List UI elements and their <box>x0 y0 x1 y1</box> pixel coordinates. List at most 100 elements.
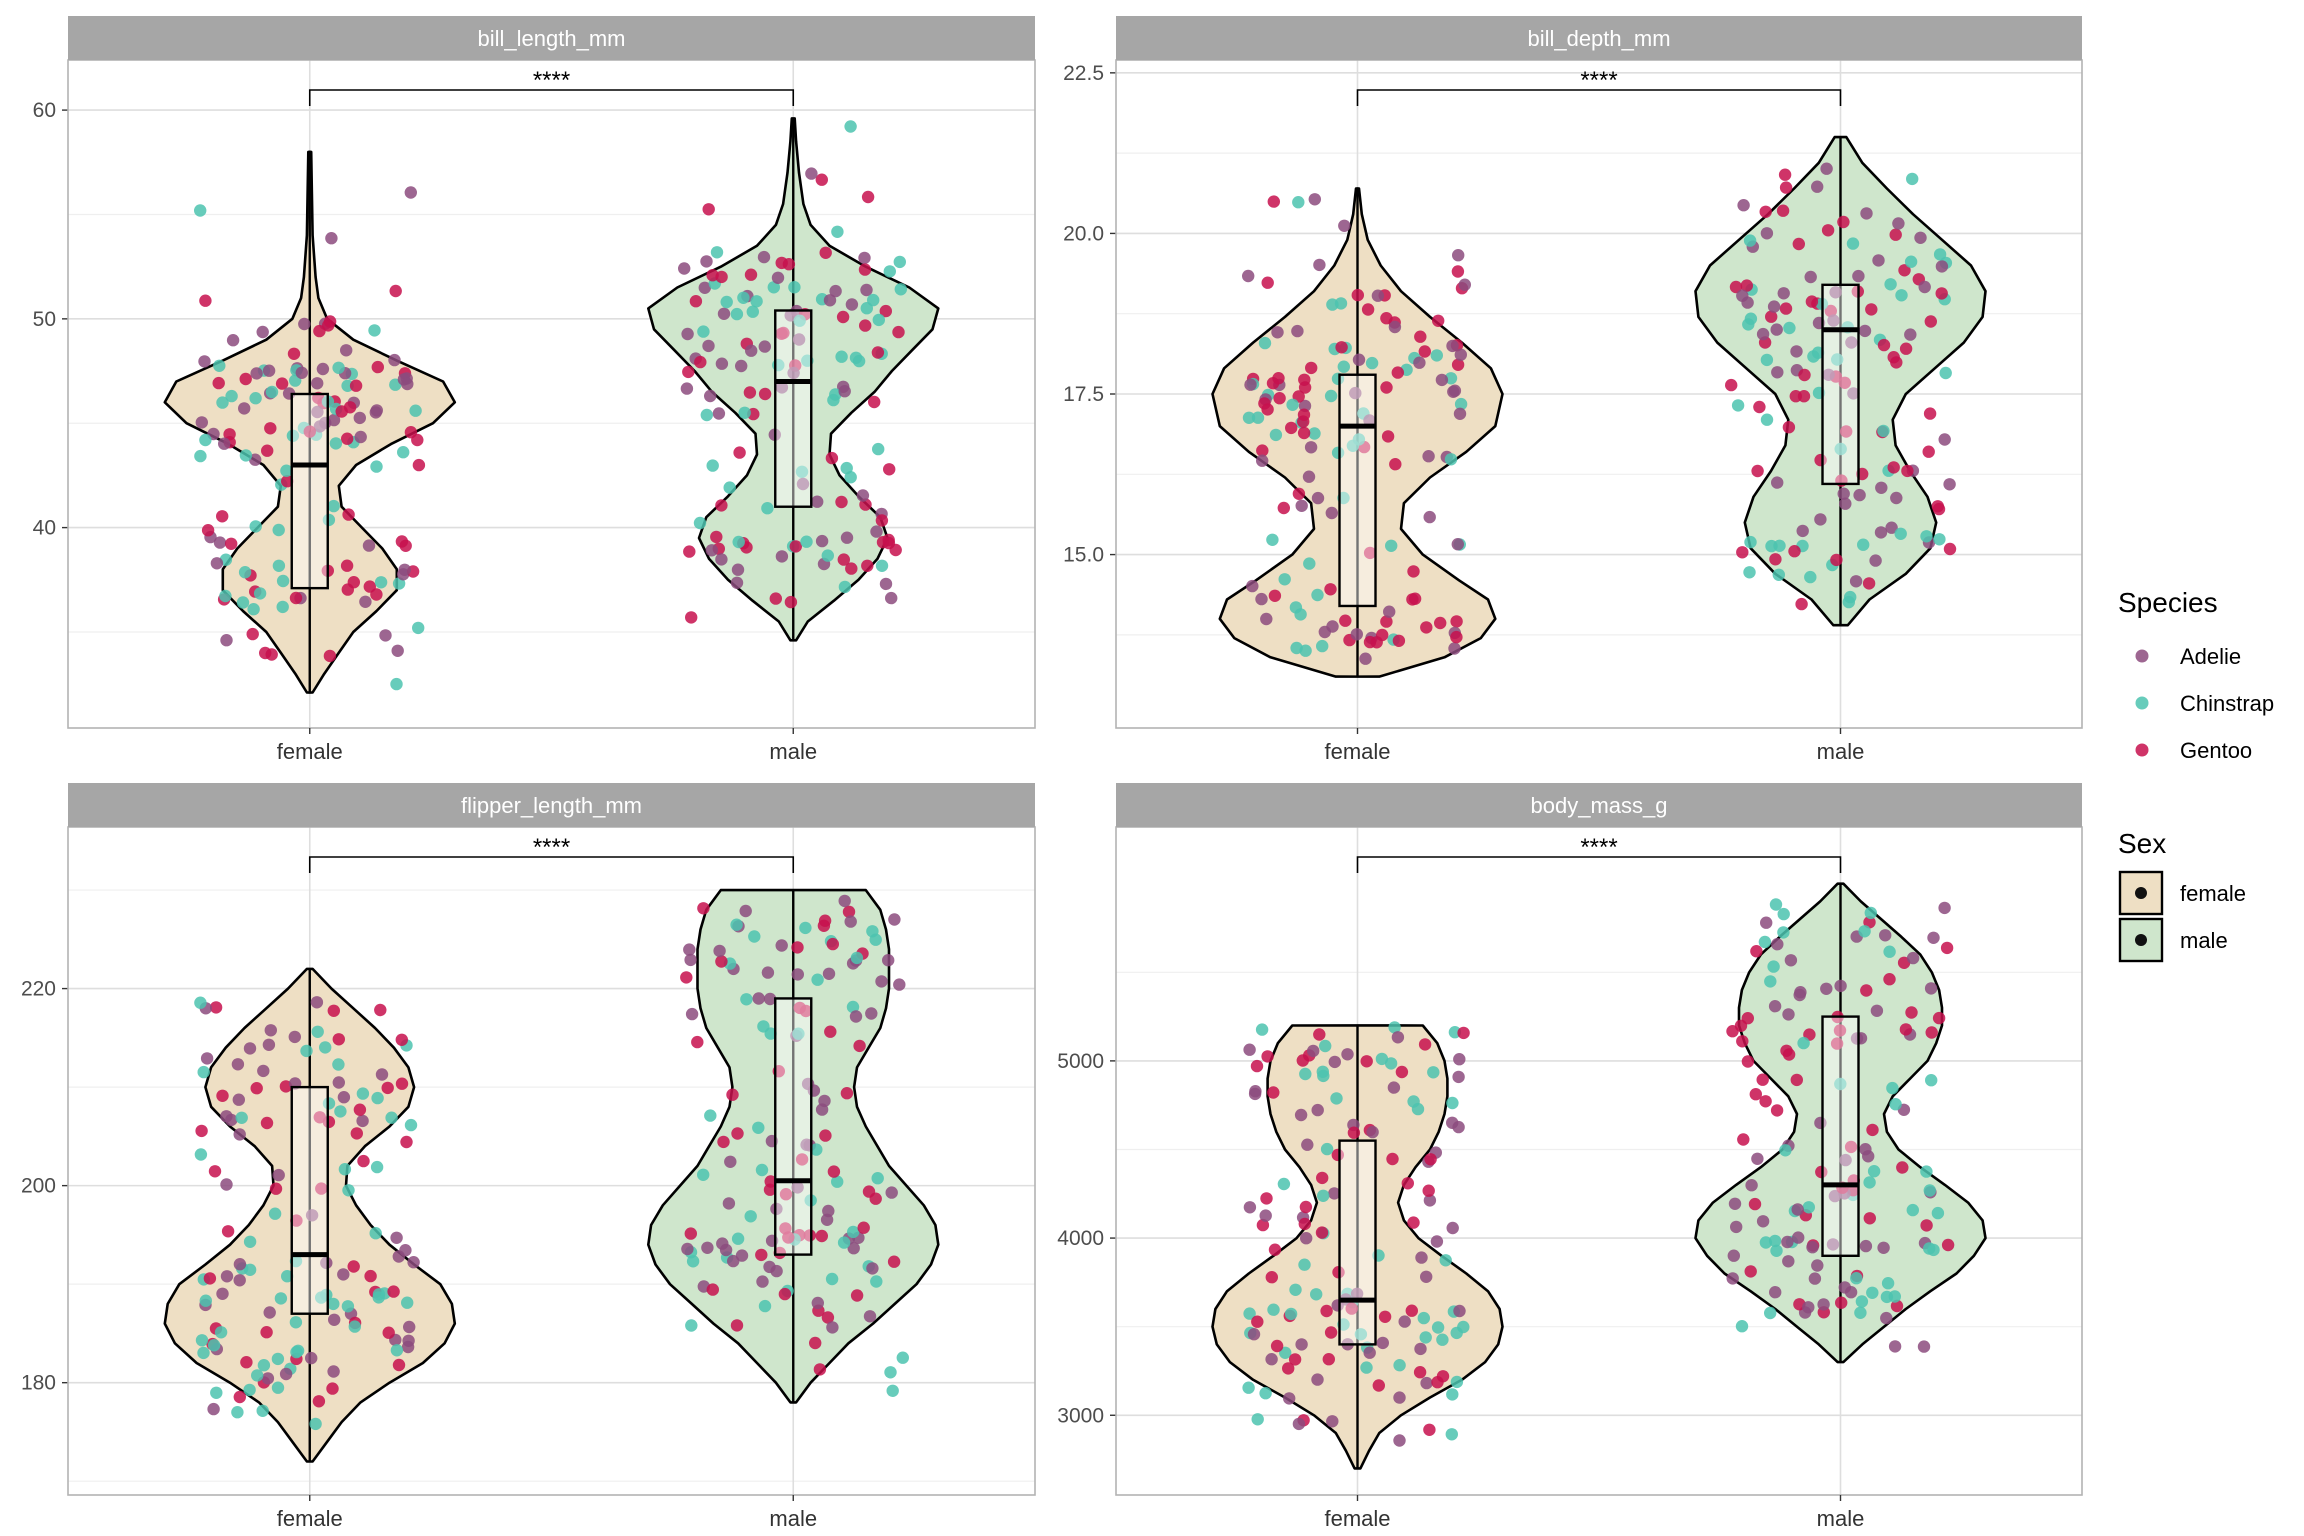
data-point <box>262 364 276 377</box>
facet-strip <box>68 16 1035 60</box>
data-point <box>1870 1004 1884 1017</box>
data-point <box>1769 553 1782 566</box>
data-point <box>404 186 417 199</box>
data-point <box>775 256 788 270</box>
data-point <box>1457 1026 1470 1040</box>
data-point <box>1434 616 1447 630</box>
data-point <box>1890 491 1903 505</box>
data-point <box>251 1369 264 1382</box>
data-point <box>1450 1375 1464 1389</box>
data-point <box>313 1111 326 1124</box>
data-point <box>831 1175 844 1188</box>
facet-strip <box>1116 783 2082 827</box>
data-point <box>213 359 226 372</box>
data-point <box>1247 1328 1261 1341</box>
data-point <box>744 268 758 281</box>
data-point <box>1277 1177 1291 1191</box>
data-point <box>758 340 771 353</box>
box-female <box>290 1085 329 1315</box>
data-point <box>815 534 829 548</box>
data-point <box>1918 280 1931 294</box>
data-point <box>1454 397 1468 411</box>
data-point <box>842 905 856 918</box>
data-point <box>1325 506 1339 520</box>
data-point <box>1446 1221 1459 1235</box>
data-point <box>233 1390 246 1404</box>
data-point <box>1769 1286 1782 1299</box>
data-point <box>1889 1098 1902 1111</box>
data-point <box>370 460 383 473</box>
data-point <box>698 281 711 294</box>
data-point <box>1797 1036 1810 1050</box>
data-point <box>401 377 414 391</box>
data-point <box>391 644 404 657</box>
data-point <box>1802 1201 1816 1214</box>
data-point <box>684 953 697 967</box>
data-point <box>1305 361 1318 375</box>
data-point <box>1923 1184 1937 1197</box>
data-point <box>1782 421 1796 434</box>
data-point <box>1866 1286 1879 1300</box>
data-point <box>1734 1019 1748 1032</box>
data-point <box>233 1258 247 1271</box>
data-point <box>1860 984 1873 997</box>
data-point <box>775 939 788 952</box>
data-point <box>409 404 422 417</box>
data-point <box>1758 935 1772 949</box>
data-point <box>1311 1373 1324 1386</box>
data-point <box>274 1292 288 1305</box>
data-point <box>1771 938 1784 951</box>
legend-species-label: Chinstrap <box>2180 691 2274 716</box>
data-point <box>1828 1189 1842 1203</box>
data-point <box>290 1345 303 1359</box>
data-point <box>401 1296 414 1309</box>
data-point <box>681 1242 694 1256</box>
data-point <box>1420 1270 1433 1284</box>
data-point <box>197 1065 210 1079</box>
data-point <box>1770 1244 1783 1258</box>
panel-flipper_length_mm: 180 200 220 flipper_length_mm **** female male <box>21 783 1036 1531</box>
data-point <box>281 475 294 488</box>
data-point <box>1852 269 1865 283</box>
data-point <box>356 1114 369 1128</box>
data-point <box>1316 1171 1329 1185</box>
data-point <box>1273 392 1286 405</box>
data-point <box>218 437 231 450</box>
panel-body_mass_g: 3000 4000 5000 body_mass_g **** female male <box>1057 783 2083 1531</box>
data-point <box>1889 228 1902 241</box>
data-point <box>259 646 272 660</box>
data-point <box>311 377 324 390</box>
data-point <box>368 324 381 337</box>
data-point <box>793 314 806 327</box>
data-point <box>1430 1235 1444 1248</box>
data-point <box>1317 1069 1330 1083</box>
data-point <box>210 1386 223 1400</box>
data-point <box>312 1395 326 1408</box>
data-point <box>249 520 262 533</box>
data-point <box>364 1269 377 1283</box>
data-point <box>811 1296 824 1310</box>
data-point <box>883 463 896 476</box>
significance-bracket <box>308 856 795 873</box>
data-point <box>1388 320 1402 334</box>
data-point <box>1308 427 1321 440</box>
data-point <box>341 432 354 445</box>
data-point <box>746 305 759 318</box>
data-point <box>271 1381 285 1394</box>
data-point <box>1256 1218 1270 1232</box>
data-point <box>412 458 426 472</box>
data-point <box>710 530 723 544</box>
data-point <box>1380 381 1393 394</box>
data-point <box>750 295 763 308</box>
data-point <box>1324 1326 1338 1339</box>
data-point <box>238 402 251 415</box>
data-point <box>1282 1362 1295 1375</box>
data-point <box>720 295 733 309</box>
data-point <box>792 1027 805 1040</box>
data-point <box>813 1363 827 1376</box>
data-point <box>767 281 780 294</box>
data-point <box>888 913 901 926</box>
data-point <box>1319 1039 1332 1053</box>
data-point <box>1858 925 1871 938</box>
x-tick-label: male <box>769 739 817 764</box>
